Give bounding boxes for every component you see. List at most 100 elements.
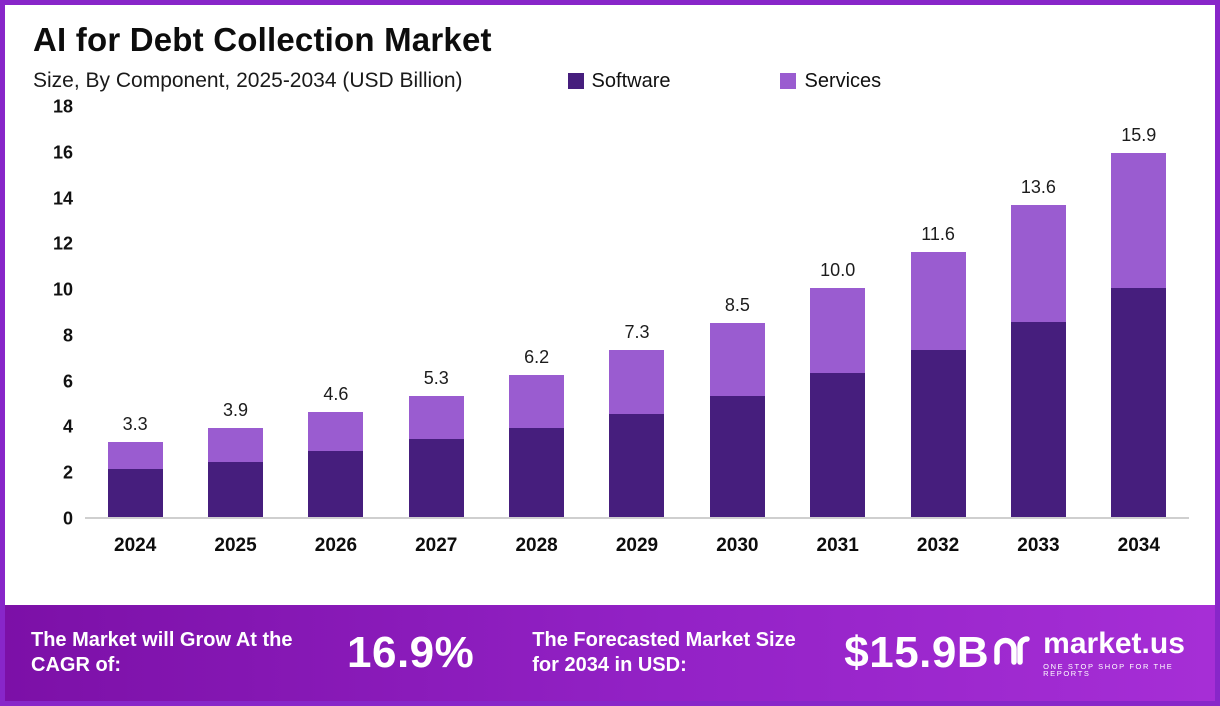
bar-column-2033: 13.6 2033 [989,107,1088,556]
bar-segment-services [910,252,966,350]
bar-total-label: 11.6 [921,224,955,244]
bar-total-label: 3.3 [122,414,148,434]
x-axis-label: 2028 [515,535,558,556]
stacked-bar [208,428,264,517]
bar-segment-services [810,288,866,373]
brand-text: market.us ONE STOP SHOP FOR THE REPORTS [1043,626,1189,678]
bar-total-label: 6.2 [524,347,550,367]
legend-label: Services [804,69,882,92]
market-us-logo: market.us ONE STOP SHOP FOR THE REPORTS [989,626,1189,678]
legend-label: Software [591,69,671,92]
bar-column-2030: 8.5 2030 [688,107,787,556]
x-axis-label: 2030 [716,535,759,556]
chart-subtitle: Size, By Component, 2025-2034 (USD Billi… [33,69,463,92]
bar-column-2034: 15.9 2034 [1089,107,1188,556]
bar-segment-software [107,469,163,517]
stacked-bar [810,288,866,517]
bar-total-label: 15.9 [1121,125,1157,145]
chart-title: AI for Debt Collection Market [33,21,492,58]
y-axis: 0 2 4 6 8 10 12 14 16 18 [27,97,85,529]
bar-total-label: 3.9 [223,400,249,420]
x-axis-label: 2025 [214,535,257,556]
forecast-label: The Forecasted Market Size for 2034 in U… [532,629,796,676]
brand-swirl-icon [989,629,1033,678]
x-axis-spacer [27,519,1189,567]
bar-total-label: 8.5 [724,295,750,315]
y-tick-label: 18 [52,96,73,117]
footer-banner: The Market will Grow At the CAGR of: 16.… [5,605,1215,701]
bar-segment-software [810,373,866,517]
stacked-bar [308,412,364,517]
y-tick-label: 6 [62,371,73,392]
bar-column-2027: 5.3 2027 [387,107,486,556]
header: AI for Debt Collection Market [5,5,1215,59]
bar-column-2024: 3.3 2024 [86,107,185,556]
legend-swatch-software [567,73,584,89]
x-axis-label: 2033 [1017,535,1060,556]
bar-segment-services [208,428,264,462]
y-tick-label: 4 [62,416,73,437]
legend-item-software: Software [567,69,671,93]
stacked-bar [509,375,565,517]
stacked-bar [609,350,665,517]
stacked-bar [1111,153,1167,517]
bar-segment-software [1010,322,1066,517]
legend-swatch-services [780,73,797,89]
bar-segment-services [1111,153,1167,288]
legend: Software Services [567,69,881,93]
bar-segment-services [509,375,565,428]
y-tick-label: 8 [62,325,73,346]
plot-area: 3.3 2024 3.9 2025 4.6 2026 5.3 2027 6.2 2028 7.3 20… [85,107,1189,556]
x-axis-label: 2024 [114,535,157,556]
bar-total-label: 7.3 [624,322,650,342]
x-axis-label: 2027 [415,535,458,556]
y-tick-label: 12 [52,233,73,254]
bar-segment-software [1111,288,1167,517]
bar-segment-software [609,414,665,517]
bar-column-2032: 11.6 2032 [888,107,987,556]
y-tick-label: 16 [52,142,73,163]
y-tick-label: 10 [52,279,73,300]
bar-column-2025: 3.9 2025 [186,107,285,556]
bar-segment-services [107,442,163,469]
bar-segment-software [709,396,765,517]
bar-segment-services [408,396,464,439]
bar-segment-services [308,412,364,451]
bar-total-label: 13.6 [1020,177,1056,197]
x-axis-label: 2029 [615,535,659,556]
forecast-value: $15.9B [844,628,990,677]
bar-segment-services [1010,205,1066,322]
brand-tagline: ONE STOP SHOP FOR THE REPORTS [1043,661,1174,678]
stacked-bar [408,396,464,517]
bar-segment-software [509,428,565,517]
bar-total-label: 10.0 [820,260,856,280]
bar-segment-software [910,350,966,517]
x-axis-label: 2026 [314,535,358,556]
bar-column-2026: 4.6 2026 [286,107,385,556]
bar-total-label: 4.6 [323,384,349,404]
cagr-value: 16.9% [347,628,475,677]
bar-column-2028: 6.2 2028 [487,107,586,556]
stacked-bar [709,323,765,517]
y-tick-label: 14 [52,188,73,209]
stacked-bar [1010,205,1066,517]
bar-segment-software [208,462,264,517]
x-axis-label: 2031 [816,535,859,556]
brand-name: market.us [1043,626,1185,660]
bar-segment-software [308,451,364,517]
stacked-bar [107,442,163,517]
cagr-label: The Market will Grow At the CAGR of: [31,629,293,676]
bar-total-label: 5.3 [423,368,449,388]
bar-segment-services [609,350,665,414]
bar-column-2029: 7.3 2029 [587,107,686,556]
bar-segment-services [709,323,765,396]
legend-item-services: Services [780,70,881,93]
subtitle-row: Size, By Component, 2025-2034 (USD Billi… [5,59,1215,93]
y-tick-label: 2 [62,462,73,483]
chart-area: 0 2 4 6 8 10 12 14 16 18 3.3 2024 3.9 2025 4.6 2026 5.3… [5,93,1215,567]
bar-column-2031: 10.0 2031 [788,107,887,556]
stacked-bar [910,252,966,517]
x-axis-label: 2034 [1117,535,1160,556]
x-axis-label: 2032 [916,535,960,556]
